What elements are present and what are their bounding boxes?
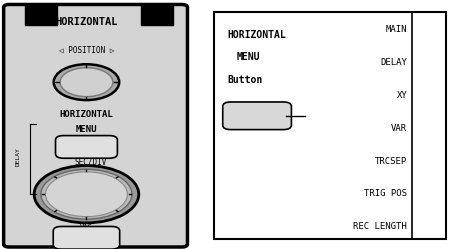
FancyBboxPatch shape	[4, 4, 187, 247]
Circle shape	[34, 166, 139, 223]
Text: TRCSEP: TRCSEP	[375, 157, 407, 166]
Text: HORIZONTAL: HORIZONTAL	[55, 17, 118, 27]
Text: VAG: VAG	[80, 224, 93, 230]
Bar	[141, 5, 173, 25]
Text: DELAY: DELAY	[16, 147, 20, 166]
Text: TRIG POS: TRIG POS	[364, 189, 407, 198]
Text: HORIZONTAL: HORIZONTAL	[228, 30, 286, 40]
Text: REC LENGTH: REC LENGTH	[354, 222, 407, 231]
Text: MENU: MENU	[237, 52, 260, 62]
Text: MAIN: MAIN	[386, 25, 407, 34]
Circle shape	[60, 68, 113, 97]
Circle shape	[46, 172, 127, 217]
Bar	[214, 12, 446, 239]
FancyBboxPatch shape	[56, 136, 117, 158]
Text: DELAY: DELAY	[380, 58, 407, 67]
Text: VAR: VAR	[391, 124, 407, 133]
Circle shape	[54, 64, 119, 100]
Text: XY: XY	[396, 91, 407, 100]
Text: SEC/DIV: SEC/DIV	[75, 157, 107, 166]
Circle shape	[41, 169, 132, 219]
Text: ◁ POSITION ▷: ◁ POSITION ▷	[59, 45, 114, 54]
Bar	[25, 5, 57, 25]
Text: MENU: MENU	[76, 125, 97, 134]
FancyBboxPatch shape	[222, 102, 292, 129]
Text: Button: Button	[228, 75, 263, 85]
FancyBboxPatch shape	[53, 227, 120, 249]
Text: HORIZONTAL: HORIZONTAL	[60, 110, 113, 119]
